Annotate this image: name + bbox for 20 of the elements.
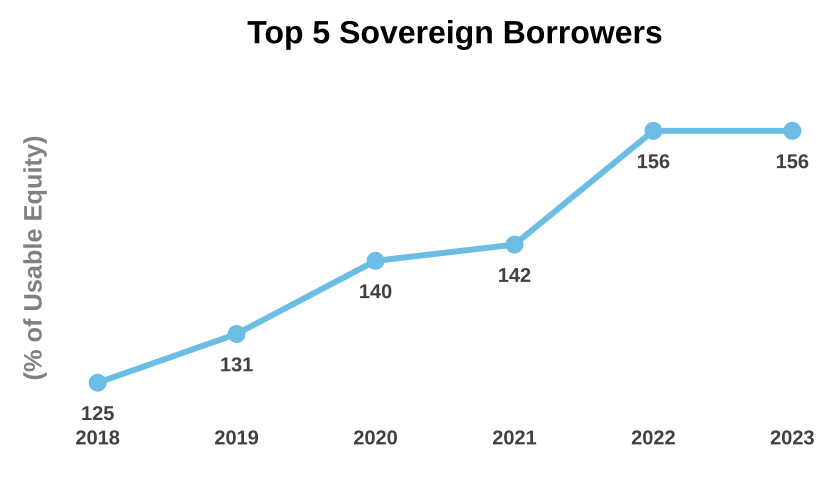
x-tick-label: 2018 [76, 430, 120, 445]
data-label: 156 [776, 154, 808, 168]
point [783, 122, 802, 140]
point [366, 252, 385, 270]
point [505, 236, 524, 254]
x-tick-label: 2019 [215, 430, 258, 445]
x-tick-label: 2021 [492, 430, 536, 445]
x-tick-label: 2020 [354, 430, 397, 445]
data-label: 140 [360, 284, 392, 298]
data-label: 131 [221, 357, 253, 372]
data-label: 142 [499, 268, 530, 282]
y-axis-title: (% of Usable Equity) [23, 136, 47, 380]
x-tick-label: 2023 [770, 430, 814, 445]
data-label: 156 [638, 154, 670, 168]
x-tick-label: 2022 [632, 430, 675, 445]
chart-title: Top 5 Sovereign Borrowers [248, 20, 662, 50]
point [644, 122, 662, 140]
point [88, 374, 107, 392]
data-label: 125 [82, 406, 114, 420]
point [228, 324, 246, 343]
